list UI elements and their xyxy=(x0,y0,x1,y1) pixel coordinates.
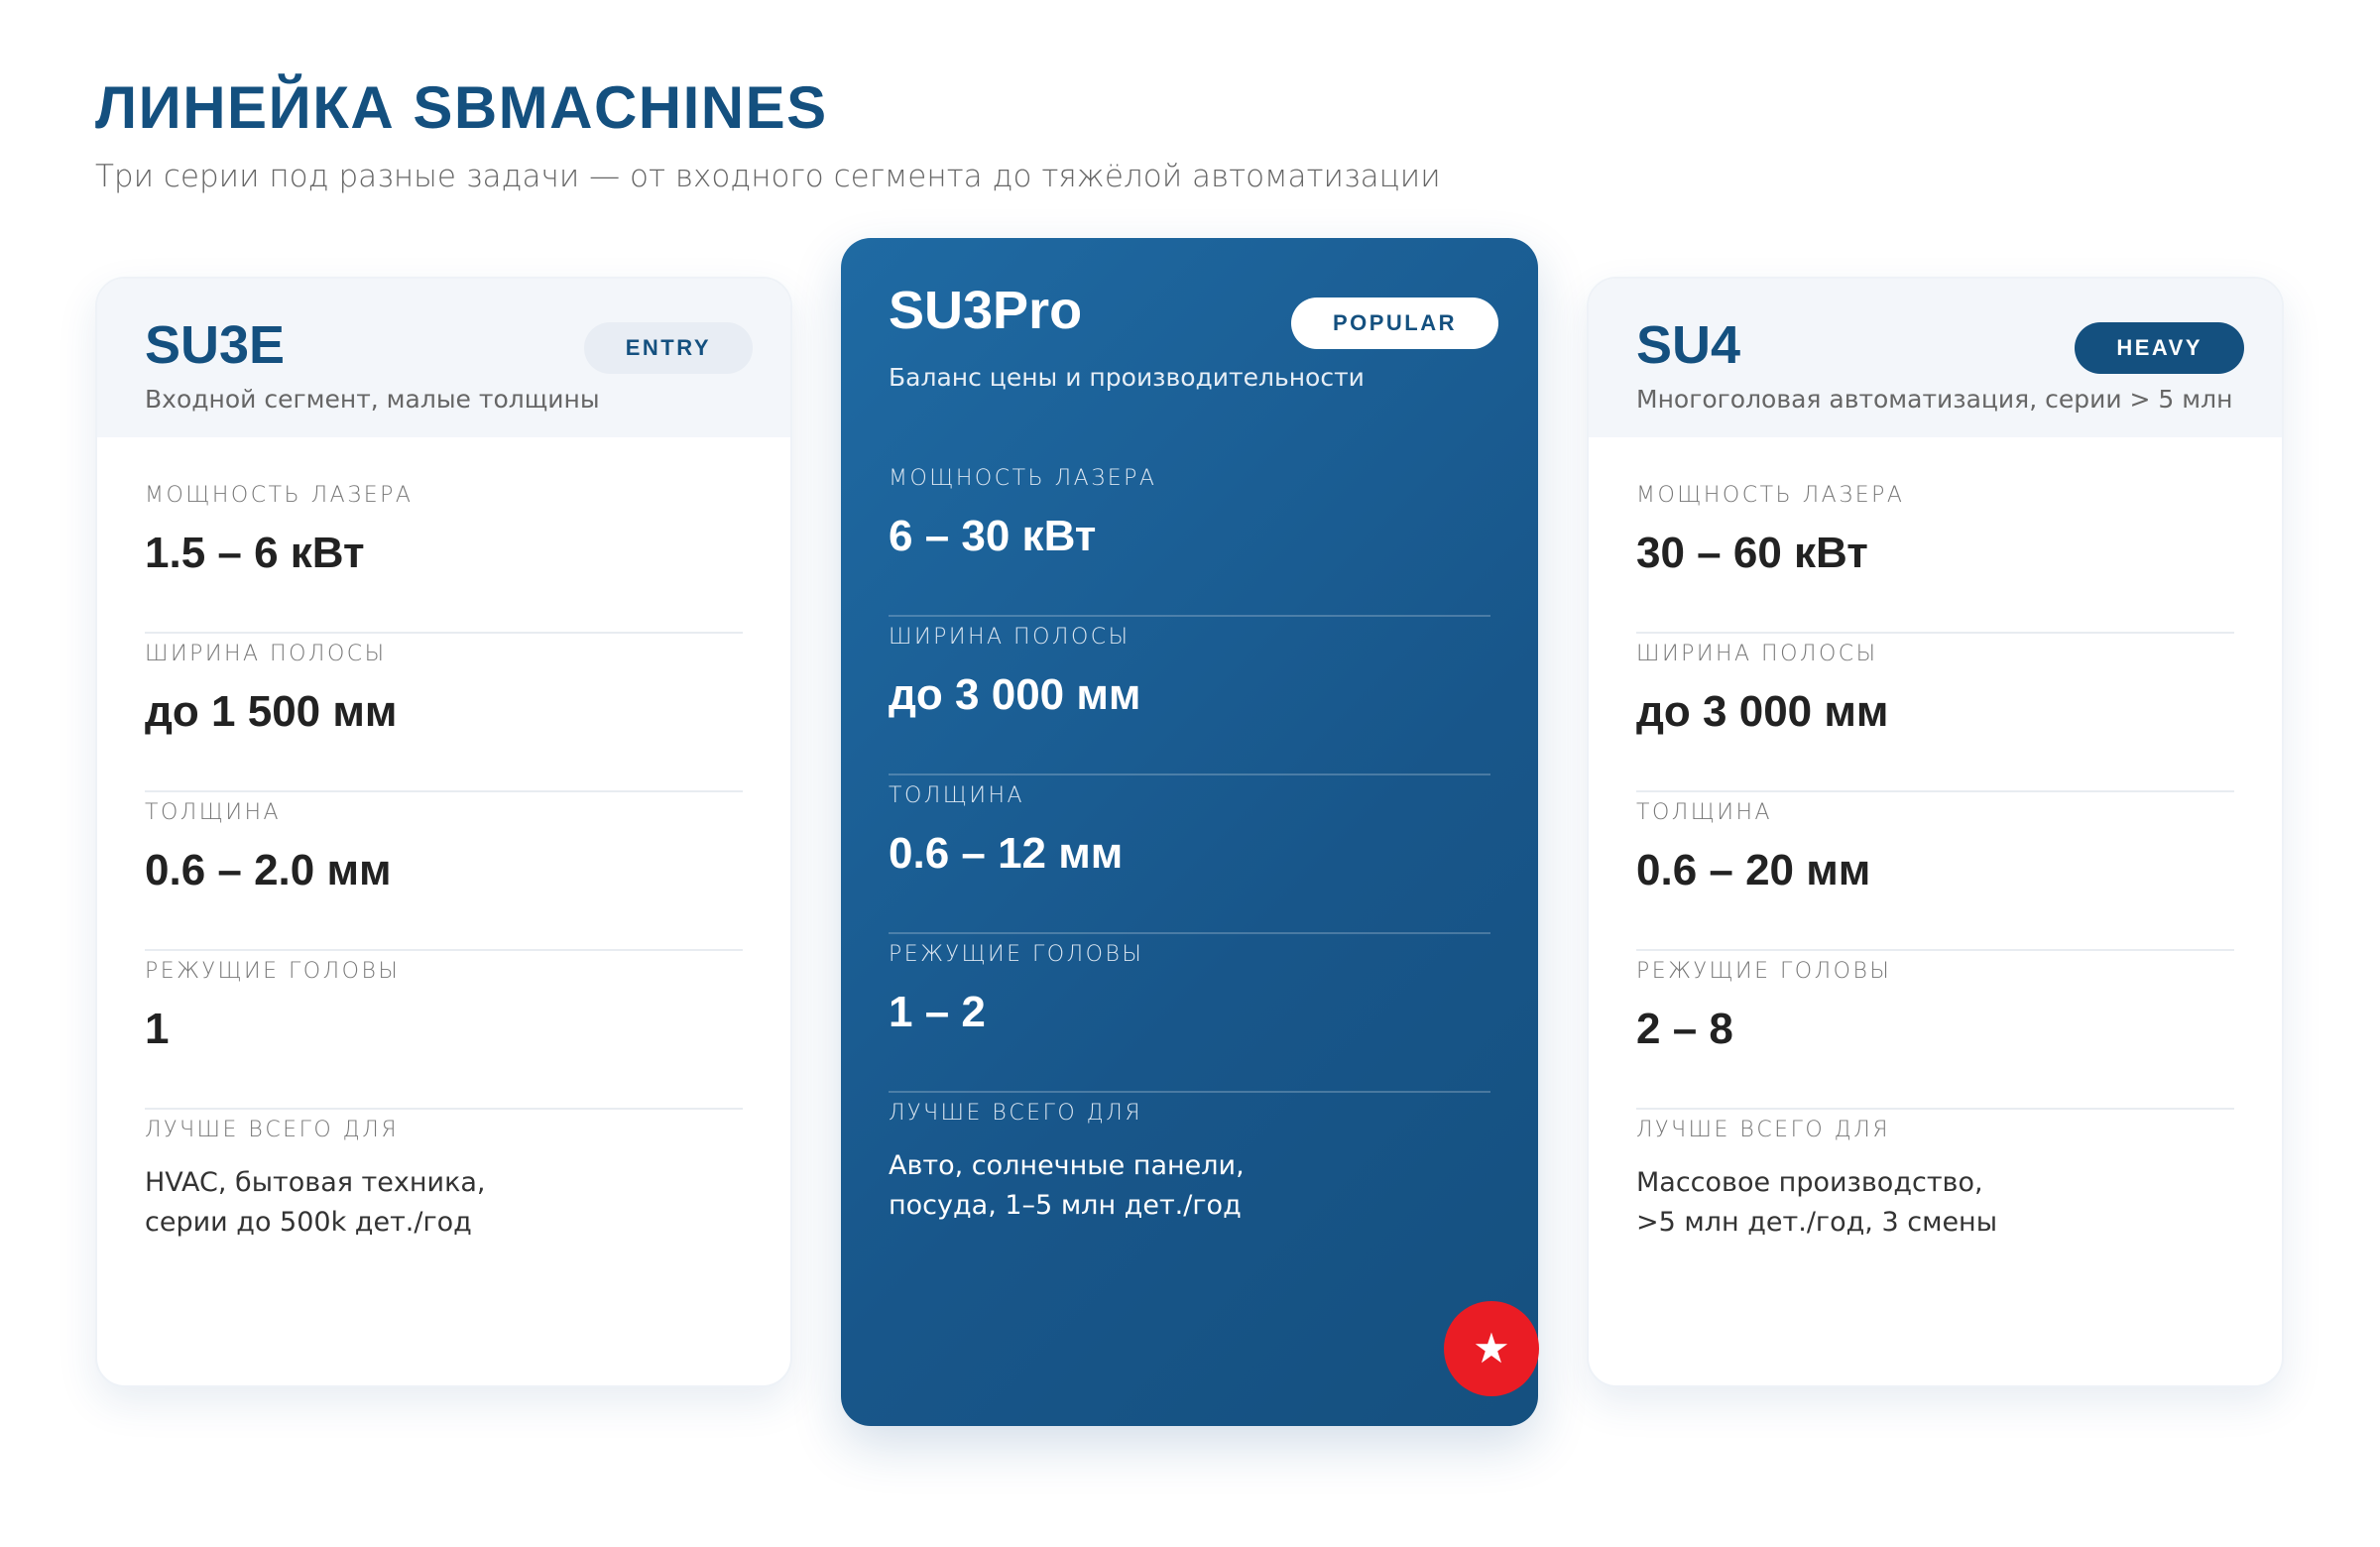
spec-value: 6 – 30 кВт xyxy=(889,512,1097,560)
spec-label: МОЩНОСТЬ ЛАЗЕРА xyxy=(889,466,1157,491)
best-for-label: ЛУЧШЕ ВСЕГО ДЛЯ xyxy=(1636,1118,1891,1142)
spec-label: ТОЛЩИНА xyxy=(145,800,282,825)
best-for-row: ЛУЧШЕ ВСЕГО ДЛЯ Массовое производство, >… xyxy=(1636,1110,2234,1268)
spec-value: 2 – 8 xyxy=(1636,1005,1733,1053)
spec-row: МОЩНОСТЬ ЛАЗЕРА 1.5 – 6 кВт xyxy=(145,475,743,634)
spec-row: ТОЛЩИНА 0.6 – 20 мм xyxy=(1636,792,2234,951)
product-card-su4: SU4 HEAVY Многоголовая автоматизация, се… xyxy=(1587,277,2284,1387)
star-icon: ★ xyxy=(1444,1301,1539,1396)
spec-row: ТОЛЩИНА 0.6 – 2.0 мм xyxy=(145,792,743,951)
card-header: SU4 HEAVY Многоголовая автоматизация, се… xyxy=(1589,279,2282,437)
card-header: SU3E ENTRY Входной сегмент, малые толщин… xyxy=(97,279,790,437)
spec-row: ТОЛЩИНА 0.6 – 12 мм xyxy=(889,775,1490,934)
spec-value: 1 xyxy=(145,1005,170,1053)
spec-value: 0.6 – 12 мм xyxy=(889,829,1124,878)
spec-row: ШИРИНА ПОЛОСЫ до 3 000 мм xyxy=(889,617,1490,775)
spec-list: МОЩНОСТЬ ЛАЗЕРА 1.5 – 6 кВт ШИРИНА ПОЛОС… xyxy=(97,437,790,1268)
best-for-text: HVAC, бытовая техника, серии до 500k дет… xyxy=(145,1163,743,1243)
product-name: SU3Pro xyxy=(889,281,1083,340)
spec-label: РЕЖУЩИЕ ГОЛОВЫ xyxy=(889,942,1144,967)
spec-row: МОЩНОСТЬ ЛАЗЕРА 6 – 30 кВт xyxy=(889,458,1490,617)
product-name: SU3E xyxy=(145,315,286,375)
spec-value: до 3 000 мм xyxy=(1636,687,1889,736)
spec-label: ТОЛЩИНА xyxy=(1636,800,1773,825)
product-description: Многоголовая автоматизация, серии > 5 мл… xyxy=(1636,385,2233,414)
best-for-text: Массовое производство, >5 млн дет./год, … xyxy=(1636,1163,2234,1243)
card-header: SU3Pro POPULAR Баланс цены и производите… xyxy=(841,238,1538,392)
best-for-text: Авто, солнечные панели, посуда, 1–5 млн … xyxy=(889,1146,1490,1226)
best-for-line: >5 млн дет./год, 3 смены xyxy=(1636,1207,1998,1238)
product-description: Баланс цены и производительности xyxy=(889,363,1365,392)
best-for-line: серии до 500k дет./год xyxy=(145,1207,472,1238)
spec-label: РЕЖУЩИЕ ГОЛОВЫ xyxy=(1636,959,1892,984)
spec-label: ШИРИНА ПОЛОСЫ xyxy=(145,642,387,666)
spec-row: ШИРИНА ПОЛОСЫ до 3 000 мм xyxy=(1636,634,2234,792)
best-for-line: Массовое производство, xyxy=(1636,1167,1983,1198)
spec-row: РЕЖУЩИЕ ГОЛОВЫ 1 – 2 xyxy=(889,934,1490,1093)
tier-badge: POPULAR xyxy=(1290,298,1498,349)
spec-row: ШИРИНА ПОЛОСЫ до 1 500 мм xyxy=(145,634,743,792)
spec-row: МОЩНОСТЬ ЛАЗЕРА 30 – 60 кВт xyxy=(1636,475,2234,634)
best-for-row: ЛУЧШЕ ВСЕГО ДЛЯ HVAC, бытовая техника, с… xyxy=(145,1110,743,1268)
spec-row: РЕЖУЩИЕ ГОЛОВЫ 2 – 8 xyxy=(1636,951,2234,1110)
spec-value: до 1 500 мм xyxy=(145,687,398,736)
product-description: Входной сегмент, малые толщины xyxy=(145,385,600,414)
product-card-su3pro: SU3Pro POPULAR Баланс цены и производите… xyxy=(841,238,1538,1426)
spec-value: 0.6 – 2.0 мм xyxy=(145,846,392,894)
spec-value: 30 – 60 кВт xyxy=(1636,529,1868,577)
spec-row: РЕЖУЩИЕ ГОЛОВЫ 1 xyxy=(145,951,743,1110)
spec-label: ТОЛЩИНА xyxy=(889,783,1025,808)
spec-value: 1.5 – 6 кВт xyxy=(145,529,365,577)
page-subtitle: Три серии под разные задачи — от входног… xyxy=(95,159,1441,194)
spec-label: МОЩНОСТЬ ЛАЗЕРА xyxy=(1636,483,1905,508)
spec-label: МОЩНОСТЬ ЛАЗЕРА xyxy=(145,483,414,508)
tier-badge: HEAVY xyxy=(2075,322,2244,374)
best-for-line: HVAC, бытовая техника, xyxy=(145,1167,486,1198)
best-for-label: ЛУЧШЕ ВСЕГО ДЛЯ xyxy=(145,1118,400,1142)
tier-badge: ENTRY xyxy=(583,322,753,374)
spec-label: РЕЖУЩИЕ ГОЛОВЫ xyxy=(145,959,401,984)
spec-value: 1 – 2 xyxy=(889,988,986,1036)
page-title: ЛИНЕЙКА SBMACHINES xyxy=(95,74,828,141)
product-name: SU4 xyxy=(1636,315,1741,375)
spec-value: до 3 000 мм xyxy=(889,670,1141,719)
spec-value: 0.6 – 20 мм xyxy=(1636,846,1871,894)
spec-list: МОЩНОСТЬ ЛАЗЕРА 6 – 30 кВт ШИРИНА ПОЛОСЫ… xyxy=(841,387,1538,1251)
best-for-line: Авто, солнечные панели, xyxy=(889,1150,1245,1181)
spec-label: ШИРИНА ПОЛОСЫ xyxy=(1636,642,1878,666)
best-for-line: посуда, 1–5 млн дет./год xyxy=(889,1190,1242,1221)
product-card-su3e: SU3E ENTRY Входной сегмент, малые толщин… xyxy=(95,277,792,1387)
spec-label: ШИРИНА ПОЛОСЫ xyxy=(889,625,1130,650)
best-for-label: ЛУЧШЕ ВСЕГО ДЛЯ xyxy=(889,1101,1143,1126)
spec-list: МОЩНОСТЬ ЛАЗЕРА 30 – 60 кВт ШИРИНА ПОЛОС… xyxy=(1589,437,2282,1268)
best-for-row: ЛУЧШЕ ВСЕГО ДЛЯ Авто, солнечные панели, … xyxy=(889,1093,1490,1251)
